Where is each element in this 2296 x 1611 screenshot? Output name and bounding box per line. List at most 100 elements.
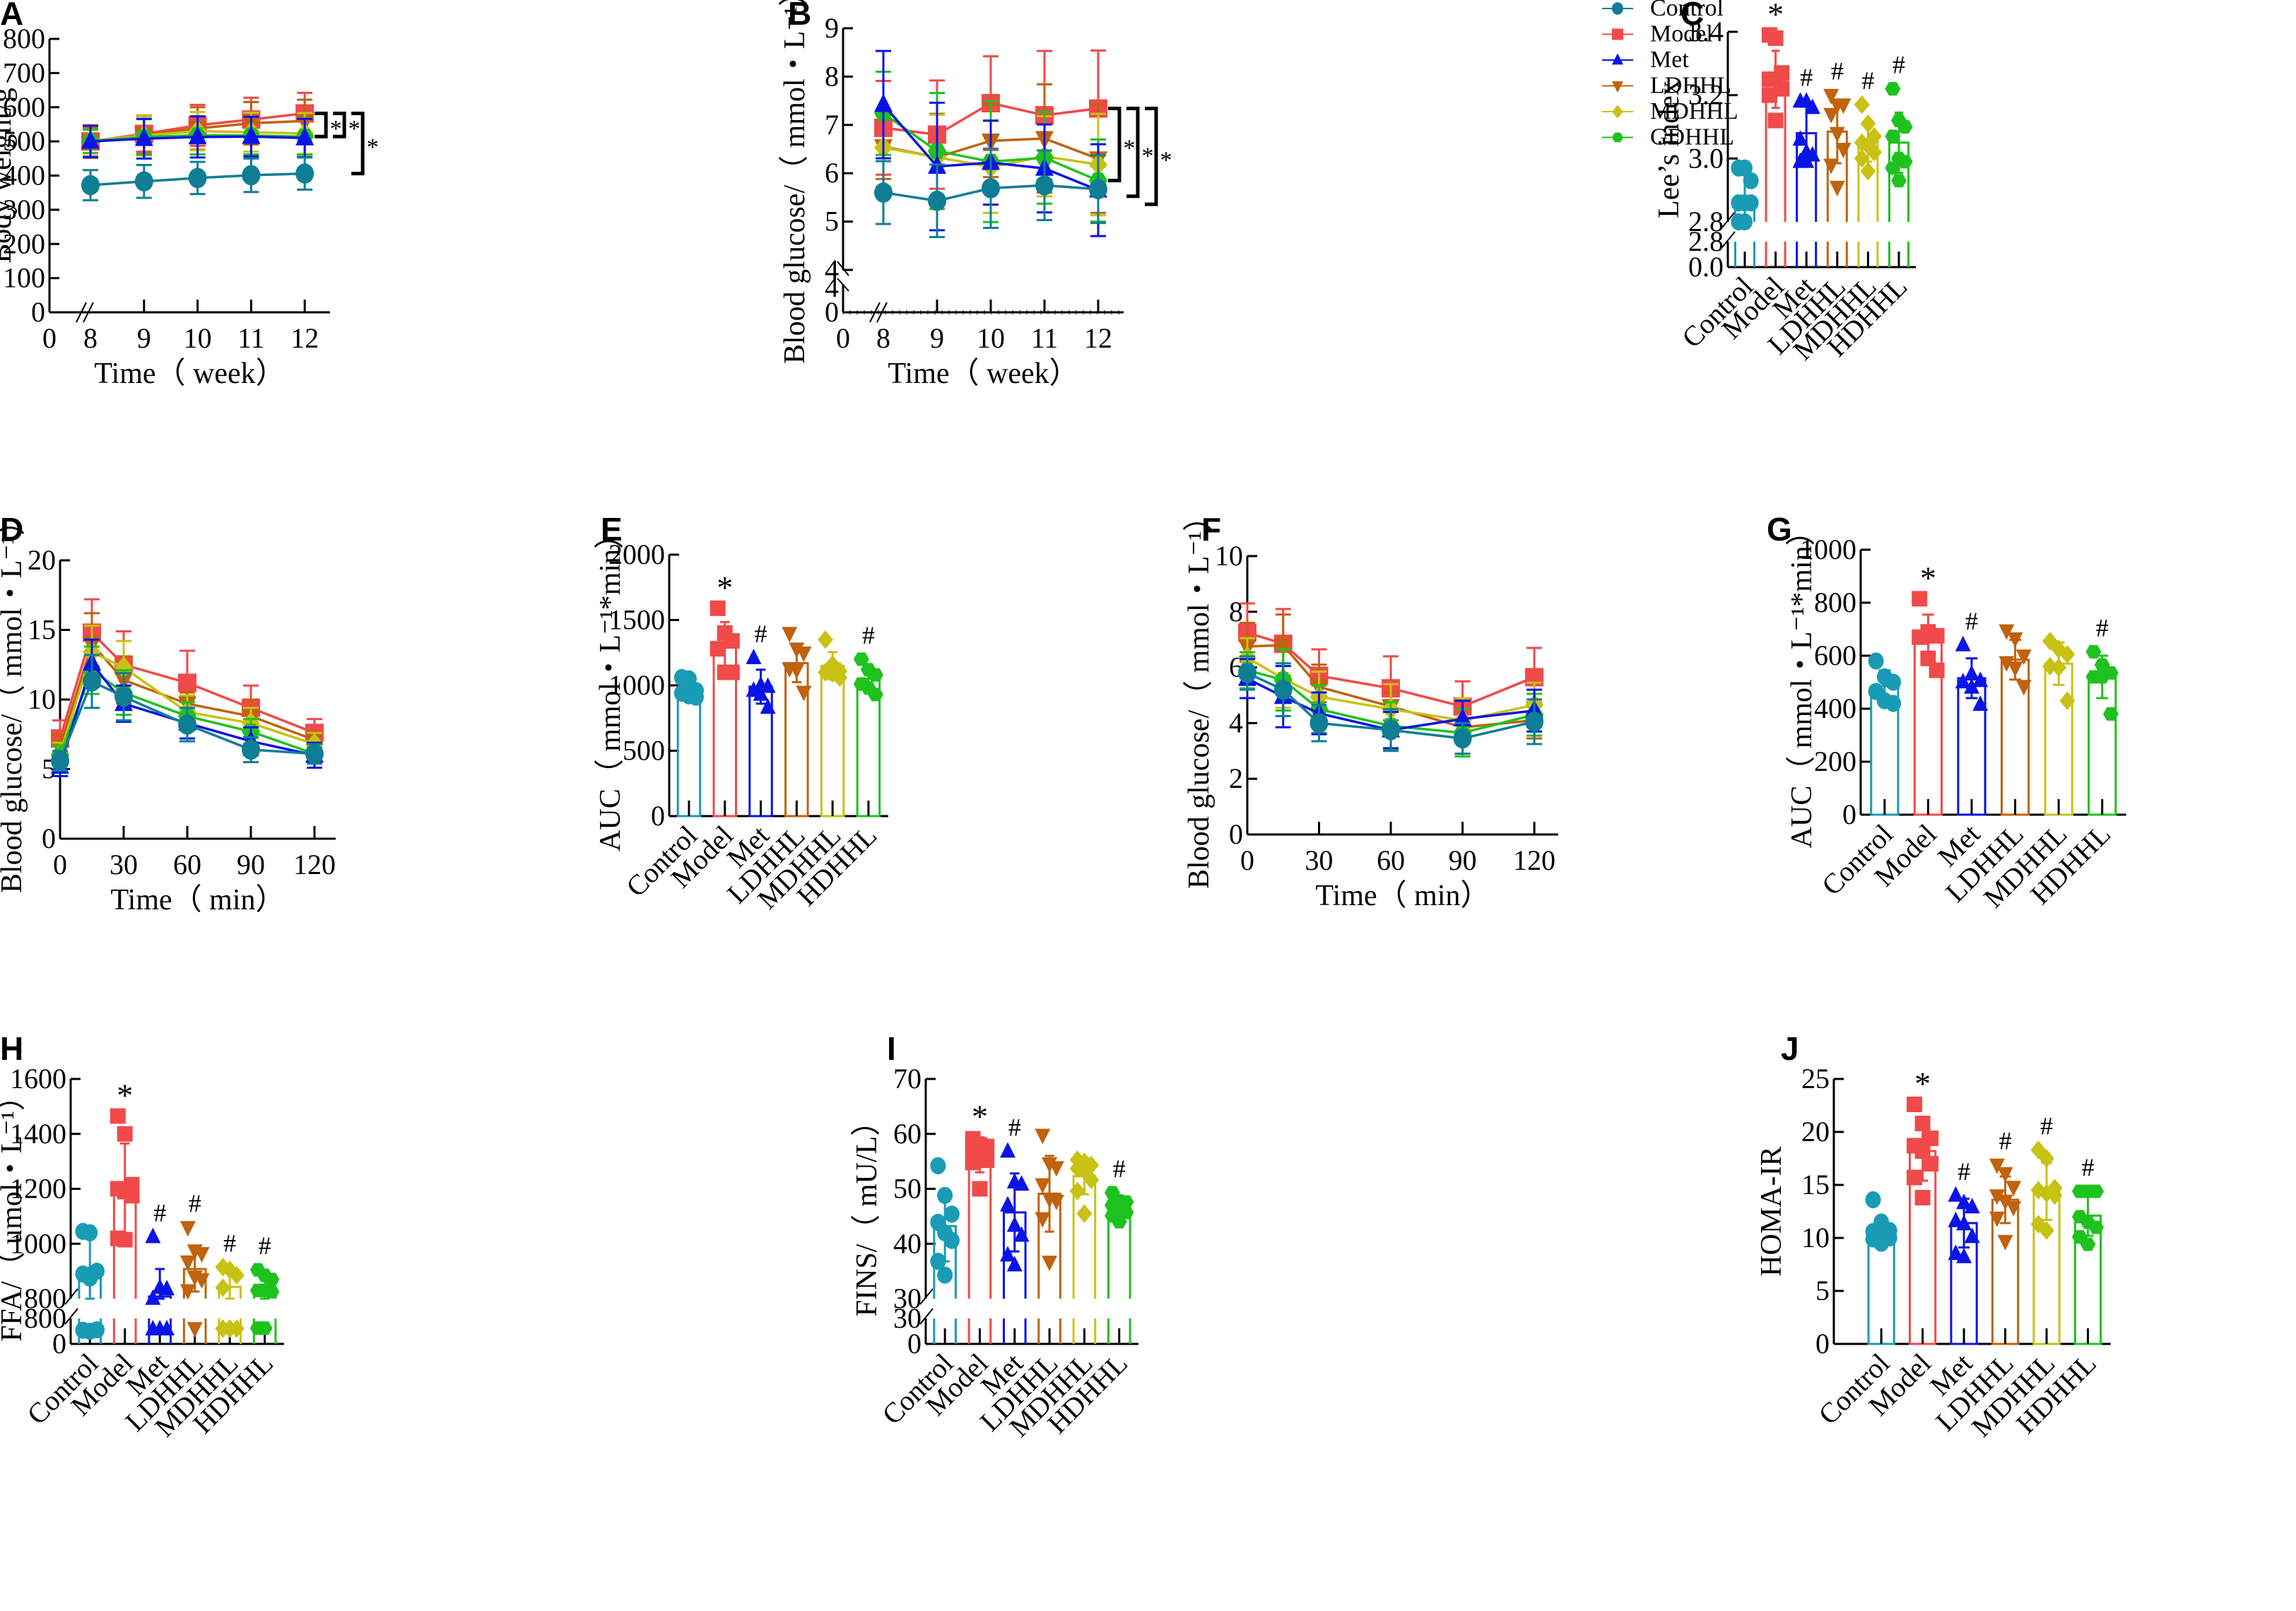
y-tick-label: 1000 <box>1800 533 1856 565</box>
y-tick-label: 2.8 <box>1688 206 1724 237</box>
y-tick-label: 0 <box>1815 1328 1830 1359</box>
y-axis-title: FFA/（ umol・L⁻¹） <box>0 1081 28 1342</box>
axis-break-mark <box>64 1288 78 1305</box>
axis-break-mark <box>1721 211 1736 228</box>
data-point <box>1956 1215 1972 1231</box>
x-tick-label: 9 <box>930 322 944 354</box>
y-tick-label: 6 <box>825 157 839 189</box>
axis-break-mark <box>837 278 849 292</box>
panel-letter: D <box>0 511 23 548</box>
x-tick-label: 30 <box>110 849 138 880</box>
significance-bracket <box>351 111 365 176</box>
y-tick-label: 1200 <box>10 1173 66 1205</box>
y-tick-label: 30 <box>893 1282 922 1314</box>
data-point <box>1767 30 1784 46</box>
x-tick-label: 120 <box>293 849 336 880</box>
bar <box>967 1153 992 1299</box>
data-point <box>1076 1204 1093 1223</box>
data-point <box>1453 707 1472 726</box>
data-point <box>930 1157 946 1174</box>
y-tick-label: 1600 <box>10 1063 66 1094</box>
significance-hash: # <box>1861 66 1874 95</box>
data-point <box>82 1322 98 1340</box>
data-point <box>194 1273 210 1289</box>
data-point <box>1736 159 1753 177</box>
data-point <box>1798 152 1815 168</box>
y-tick-label: 1000 <box>608 669 665 701</box>
x-tick-label: 0 <box>1240 844 1254 876</box>
y-tick-label: 15 <box>28 614 56 646</box>
y-axis-title: Body weight/g <box>0 88 18 264</box>
x-tick-label: 0 <box>836 322 850 354</box>
panel-letter: F <box>1201 511 1221 548</box>
panel-letter: C <box>1680 0 1704 32</box>
y-tick-label: 4 <box>1229 707 1243 738</box>
data-point <box>295 163 314 184</box>
data-point <box>1854 149 1870 168</box>
data-point <box>187 1322 203 1338</box>
data-point <box>1860 162 1876 181</box>
significance-star: * <box>972 1098 988 1134</box>
significance-hash: # <box>1999 1127 2012 1155</box>
legend-label: LDHHL <box>1650 73 1731 99</box>
y-axis-title: Blood glucose/（ mmol・L⁻¹） <box>1183 502 1215 889</box>
y-tick-label: 25 <box>1801 1063 1830 1094</box>
x-axis-title: Time（ min） <box>111 884 285 916</box>
panel-letter: I <box>887 1030 896 1067</box>
data-point <box>1774 81 1790 97</box>
y-tick-label: 5 <box>825 206 839 237</box>
data-point <box>178 673 196 692</box>
data-point <box>2059 691 2076 710</box>
significance-star: * <box>1767 0 1784 32</box>
data-point <box>818 630 834 649</box>
data-point <box>1885 695 1902 712</box>
legend-marker-diamond-icon <box>1612 105 1623 119</box>
y-tick-label: 3.4 <box>1688 16 1724 47</box>
y-tick-label: 800 <box>24 1282 66 1314</box>
data-point <box>746 648 762 664</box>
significance-star: * <box>1142 143 1154 170</box>
data-point <box>710 600 726 616</box>
data-point <box>1238 663 1256 683</box>
data-point <box>2039 1149 2055 1168</box>
y-tick-label: 400 <box>1814 692 1856 724</box>
y-axis-title: HOMA-IR <box>1755 1146 1788 1276</box>
data-point <box>83 671 101 692</box>
data-point <box>796 685 812 702</box>
data-point <box>1382 719 1401 740</box>
data-point <box>979 1152 995 1169</box>
panel-letter: G <box>1767 511 1792 548</box>
panel-letter: J <box>1781 1030 1799 1067</box>
series-control <box>81 156 314 201</box>
data-point <box>760 677 776 693</box>
axis-break-mark <box>1721 231 1736 248</box>
y-tick-label: 400 <box>3 160 45 191</box>
x-tick-label: 11 <box>1031 322 1059 354</box>
data-point <box>1897 119 1913 134</box>
data-point <box>82 1269 98 1287</box>
data-point <box>2047 1186 2063 1205</box>
y-tick-label: 3.0 <box>1688 142 1724 174</box>
significance-bracket <box>1126 107 1140 199</box>
data-point <box>1761 87 1777 103</box>
data-point <box>145 1227 161 1244</box>
panel-j: J0510152025HOMA-IRControl*Model#Met#LDHH… <box>1755 1030 2111 1443</box>
significance-bracket <box>314 111 328 138</box>
series-met <box>81 115 314 160</box>
data-point <box>1914 1143 1931 1159</box>
panel-letter: H <box>0 1030 23 1067</box>
data-point <box>1006 1256 1023 1272</box>
bar <box>820 664 845 818</box>
y-tick-label: 1500 <box>608 604 665 636</box>
significance-star: * <box>117 1077 133 1113</box>
data-point <box>2059 644 2076 664</box>
data-point <box>1948 1211 1964 1227</box>
y-axis-title: AUC（ mmol・L⁻¹*min） <box>1786 517 1818 849</box>
data-point <box>2102 707 2119 721</box>
y-tick-label: 500 <box>623 735 665 767</box>
data-point <box>1111 1215 1127 1229</box>
y-tick-label: 2000 <box>608 538 665 570</box>
data-point <box>2094 670 2110 684</box>
y-tick-label: 15 <box>1801 1169 1830 1200</box>
